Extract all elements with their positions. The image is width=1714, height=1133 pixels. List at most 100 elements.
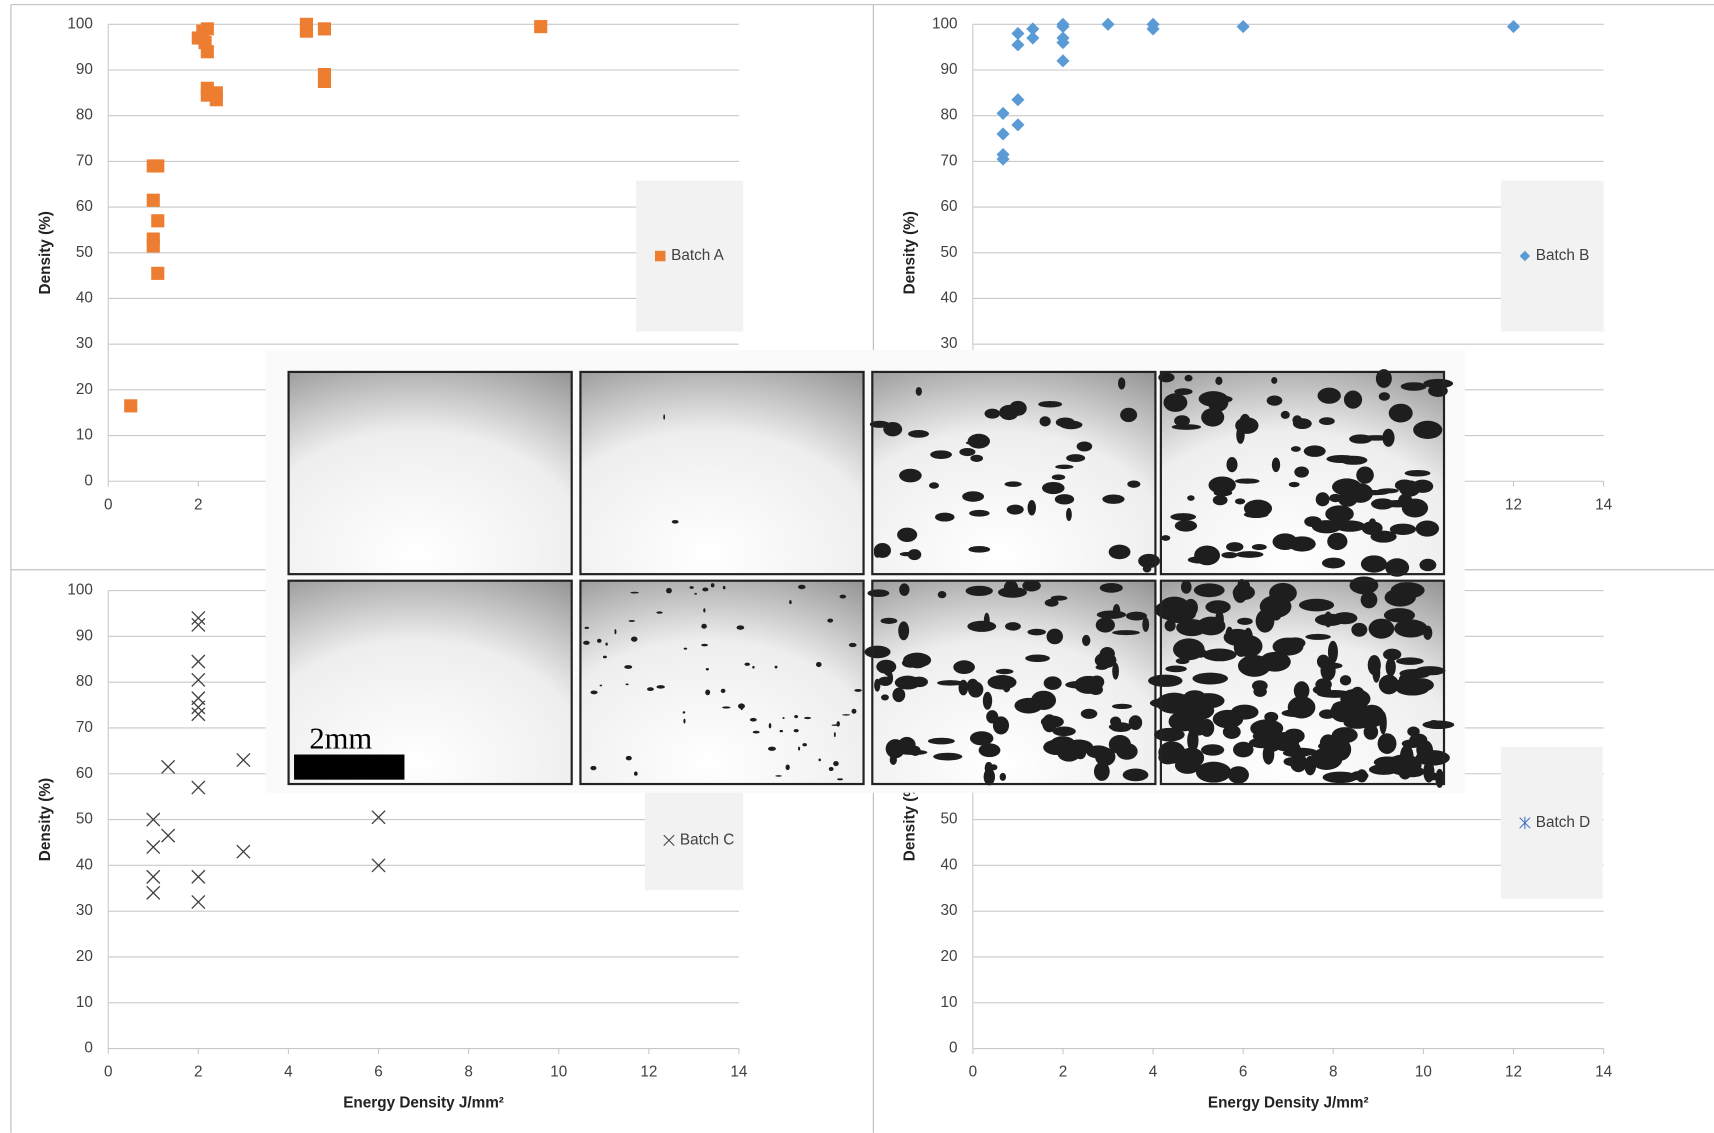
marker [534,20,548,34]
pore [1317,387,1341,404]
marker [1011,118,1025,132]
y-tick-label: 40 [941,856,958,873]
x-tick-label: 2 [194,496,203,513]
pore [1280,410,1290,419]
marker [200,22,214,36]
pore [969,509,990,517]
marker-shape [191,707,206,722]
x-tick-label: 0 [969,1064,978,1081]
pore [1095,747,1116,766]
pore [1050,595,1068,601]
pore [1099,646,1115,661]
y-tick-label: 20 [941,948,958,965]
x-tick-label: 0 [104,1064,113,1081]
marker [236,752,251,768]
pore [1350,686,1365,700]
pore [803,716,812,720]
pore [869,420,890,428]
pore [1262,744,1275,765]
pore [1065,680,1092,689]
y-tick-label: 30 [941,335,958,352]
pore [1109,722,1132,732]
pore [1349,434,1373,444]
pore [625,755,632,761]
pore [1288,536,1316,552]
marker-shape [299,24,314,38]
x-tick-label: 2 [1059,1064,1068,1081]
pore [749,717,757,722]
pore [1363,724,1379,740]
pore [1125,611,1148,621]
marker-shape [191,894,206,910]
pore [1322,771,1358,784]
pore [782,717,785,719]
pore [1271,377,1278,384]
pore [1293,681,1310,701]
marker-shape [1506,20,1521,34]
y-tick-label: 90 [941,61,958,78]
pore [1161,602,1197,624]
pore [1202,648,1237,662]
y-tick-label: 80 [941,107,958,124]
y-tick-label: 60 [76,765,93,782]
pore [797,584,806,590]
pore [969,731,994,746]
pore [1174,388,1193,395]
marker [146,869,161,884]
pore [1423,760,1435,783]
marker-shape [191,672,206,687]
pore [1193,583,1225,598]
pore [1294,466,1309,478]
pore [1385,679,1406,691]
pore [1359,704,1385,728]
y-tick-label: 80 [76,107,93,124]
x-tick-label: 4 [284,1064,293,1081]
pore [1005,622,1021,631]
pore [602,655,607,659]
micrograph [579,370,865,576]
marker [146,812,161,827]
pore [752,730,760,734]
pore [702,587,709,592]
pore [722,585,726,590]
marker [371,858,386,873]
y-tick-label: 20 [76,381,93,398]
pore [1415,520,1440,537]
pore [968,545,991,553]
pore [1239,580,1251,592]
pore [738,703,745,709]
scatter-chart: 0 10 20 30 40 50 60 70 80 90 100 0 2 4 6 8 10 12 14 Density… [37,582,748,1112]
pore [878,676,893,686]
micrograph [864,579,1157,786]
marker-shape [534,20,548,34]
pore [774,665,778,669]
pore [1076,441,1093,452]
pore [854,688,862,692]
pore [815,661,822,668]
pore [1322,751,1344,759]
y-tick-label: 60 [76,198,93,215]
marker-shape [317,22,332,36]
pore [987,675,1017,690]
pore [1318,417,1335,425]
marker [161,828,176,843]
marker-shape [1056,54,1070,68]
marker-shape [146,840,161,855]
y-tick-label: 80 [76,673,93,690]
y-tick-label: 50 [941,811,958,828]
pore [1116,742,1138,760]
pore [1184,374,1193,382]
legend-box [644,790,744,891]
pore [1404,469,1431,477]
pore [1149,697,1181,709]
marker [663,834,675,846]
pore [1269,582,1297,604]
y-tick-label: 50 [76,811,93,828]
x-tick-label: 12 [1505,496,1522,513]
pore [1222,724,1241,739]
marker-shape [191,611,206,626]
pore [1236,426,1245,444]
pore [1413,420,1443,440]
marker-shape [161,828,176,843]
pore [1251,544,1267,551]
